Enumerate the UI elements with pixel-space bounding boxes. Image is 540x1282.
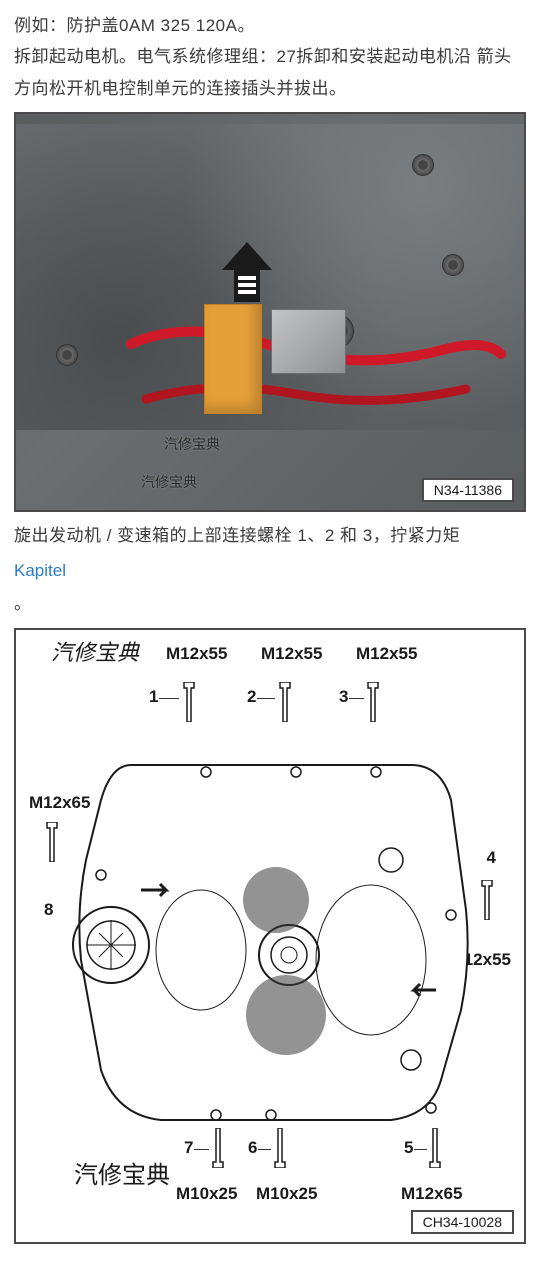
- bolt-icon: [366, 682, 380, 722]
- bolt-num-6: 6: [248, 1138, 257, 1158]
- diagram-2: 汽修宝典 汽修 宝典 M12x55 M12x55 M12x55 1 2 3: [14, 628, 526, 1244]
- bolt-icon: [480, 880, 494, 920]
- bolt-icon: [278, 682, 292, 722]
- bolt-num-3: 3: [339, 687, 348, 707]
- bolt-icon: [45, 822, 59, 862]
- diagram-1: 汽修宝典 汽修宝典 N34-11386: [14, 112, 526, 512]
- bolt-num-4: 4: [487, 848, 496, 868]
- bolt-size-1: M12x55: [166, 644, 227, 664]
- bolt-size-7: M10x25: [176, 1184, 237, 1204]
- watermark-bottom: 汽修宝典: [74, 1155, 170, 1190]
- bolt-icon: [182, 682, 196, 722]
- connector-line: [194, 1149, 209, 1150]
- diagram-id-badge: CH34-10028: [411, 1210, 514, 1234]
- bolt-size-6: M10x25: [256, 1184, 317, 1204]
- connector-line: [349, 698, 364, 699]
- bolt-size-5: M12x65: [401, 1184, 462, 1204]
- bolt-num-2: 2: [247, 687, 256, 707]
- bolt-icon: [211, 1128, 225, 1168]
- watermark-text: 汽修宝典: [141, 472, 197, 492]
- bolt-num-5: 5: [404, 1138, 413, 1158]
- bolt-num-7: 7: [184, 1138, 193, 1158]
- text-line1: 例如：防护盖0AM 325 120A。: [14, 10, 526, 41]
- bolt-num-8: 8: [44, 900, 53, 920]
- bolt-size-2: M12x55: [261, 644, 322, 664]
- bolt-size-3: M12x55: [356, 644, 417, 664]
- kapitel-link[interactable]: Kapitel: [14, 552, 526, 589]
- watermark-script: 汽修宝典: [51, 635, 139, 667]
- arrow-up-icon: [222, 242, 272, 302]
- watermark-text: 汽修宝典: [164, 434, 220, 454]
- connector-line: [414, 1149, 427, 1150]
- period: 。: [14, 589, 526, 620]
- gearbox-outline: [71, 760, 476, 1130]
- connector-line: [258, 1149, 271, 1150]
- connector-line: [159, 698, 179, 699]
- gray-connector: [271, 309, 346, 374]
- diagram-id-badge: N34-11386: [422, 478, 514, 502]
- bolt-icon: [273, 1128, 287, 1168]
- highlighted-connector: [204, 304, 262, 414]
- connector-line: [257, 698, 275, 699]
- bolt-icon: [428, 1128, 442, 1168]
- bolt-num-1: 1: [149, 687, 158, 707]
- text-line2: 拆卸起动电机。电气系统修理组：27拆卸和安装起动电机沿 箭头 方向松开机电控制单…: [14, 41, 526, 104]
- text-line3: 旋出发动机 / 变速箱的上部连接螺栓 1、2 和 3，拧紧力矩: [14, 520, 526, 551]
